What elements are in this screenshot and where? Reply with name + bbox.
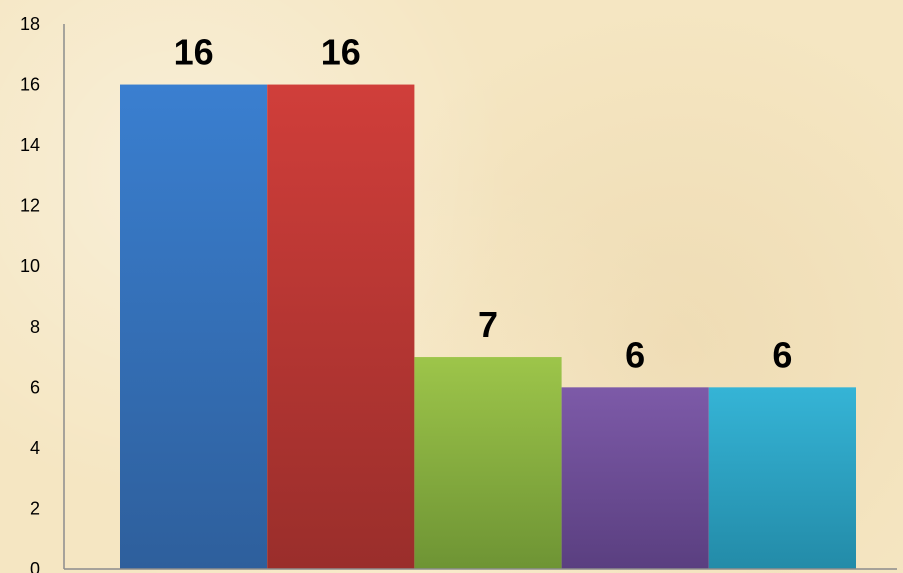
bar [414, 357, 562, 569]
bar [561, 387, 709, 569]
bar-data-label: 16 [321, 32, 361, 73]
bar-data-label: 6 [625, 334, 645, 375]
y-tick-label: 10 [20, 256, 40, 276]
bar-data-label: 6 [772, 334, 792, 375]
bar-data-label: 16 [174, 32, 214, 73]
bars [120, 84, 856, 570]
bar-data-label: 7 [478, 304, 498, 345]
y-tick-label: 2 [30, 498, 40, 518]
y-tick-label: 0 [30, 559, 40, 573]
y-tick-label: 4 [30, 438, 40, 458]
y-tick-label: 18 [20, 14, 40, 34]
y-tick-label: 6 [30, 377, 40, 397]
y-tick-label: 14 [20, 135, 40, 155]
y-axis-ticks: 0 2 4 6 8 10 12 14 16 18 [20, 14, 40, 573]
y-tick-label: 16 [20, 75, 40, 95]
bar [267, 84, 415, 570]
data-labels: 16 16 7 6 6 [174, 32, 793, 376]
y-tick-label: 8 [30, 317, 40, 337]
bar [120, 84, 268, 570]
y-tick-label: 12 [20, 196, 40, 216]
bar [708, 387, 856, 569]
